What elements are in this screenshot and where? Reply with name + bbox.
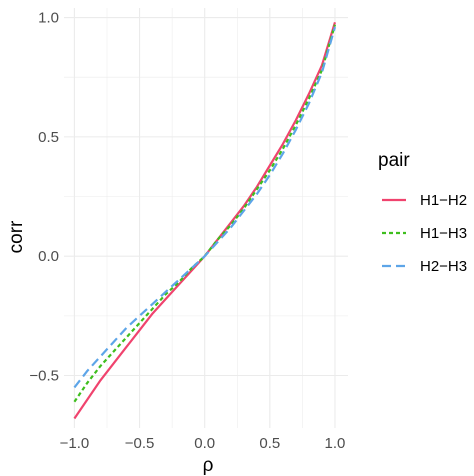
x-axis-title: ρ (203, 455, 214, 476)
legend-items: H1−H2 H1−H3 H2−H3 (382, 192, 467, 275)
legend-label: H1−H3 (420, 225, 467, 242)
legend: pair H1−H2 H1−H3 H2−H3 (378, 150, 467, 275)
x-tick-label: −0.5 (125, 435, 155, 452)
legend-title: pair (378, 150, 410, 171)
x-tick-label: 1.0 (325, 435, 346, 452)
legend-label: H1−H2 (420, 192, 467, 209)
y-tick-label: 1.0 (38, 10, 59, 27)
x-axis-ticks: −1.0 −0.5 0.0 0.5 1.0 (60, 435, 346, 452)
x-tick-label: 0.0 (194, 435, 215, 452)
y-tick-label: 0.5 (38, 129, 59, 146)
y-tick-label: −0.5 (29, 368, 59, 385)
x-tick-label: 0.5 (259, 435, 280, 452)
series-lines (73, 22, 337, 420)
series-line (73, 26, 337, 389)
y-axis-ticks: −0.5 0.0 0.5 1.0 (29, 10, 59, 385)
x-tick-label: −1.0 (60, 435, 90, 452)
legend-label: H2−H3 (420, 258, 467, 275)
y-axis-title: corr (6, 220, 27, 253)
series-line (73, 24, 337, 403)
y-tick-label: 0.0 (38, 248, 59, 265)
grid (64, 8, 348, 428)
